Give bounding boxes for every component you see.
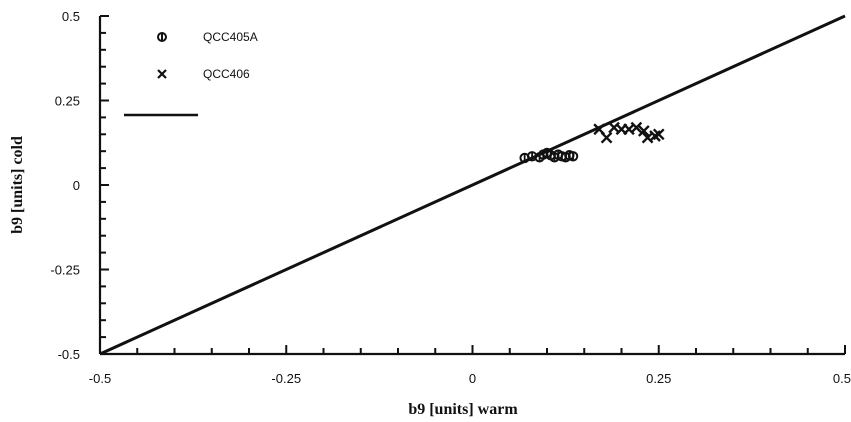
point-qcc406 [600, 131, 613, 144]
identity-line-group [99, 14, 846, 356]
x-tick-label: 0.25 [646, 371, 671, 386]
x-tick-label: -0.25 [271, 371, 301, 386]
legend-label-qcc406: QCC406 [203, 67, 250, 81]
tick-marks [99, 15, 846, 355]
point-qcc405a-circle [567, 151, 579, 162]
point-qcc406-stroke-b [652, 128, 665, 141]
x-tick-label: 0.5 [833, 371, 851, 386]
point-qcc406 [638, 125, 650, 137]
point-qcc406-stroke-b [630, 121, 643, 134]
data-points [519, 121, 665, 164]
point-qcc406 [630, 121, 643, 134]
legend-item-qcc405a: QCC405A [157, 30, 258, 44]
legend-item-qcc406: QCC406 [157, 67, 250, 81]
y-tick-label: -0.25 [50, 263, 80, 278]
x-axis-title: b9 [units] warm [408, 401, 518, 418]
y-tick-label: 0 [73, 178, 80, 193]
y-axis-title: b9 [units] cold [9, 136, 26, 234]
tick-labels: -0.5 -0.25 0 0.25 0.5 -0.5 -0.25 0 0.25 0.5 [50, 9, 851, 386]
point-qcc406-stroke-b [600, 131, 613, 144]
point-qcc406-stroke-b [638, 125, 650, 137]
x-tick-label: -0.5 [89, 371, 111, 386]
y-tick-label: 0.25 [55, 94, 80, 109]
identity-line [99, 14, 846, 356]
legend: QCC405A QCC406 [124, 30, 258, 117]
legend-x-icon-stroke [157, 69, 167, 79]
point-qcc406-stroke-b [623, 123, 635, 136]
point-qcc406-stroke-b [593, 123, 605, 136]
x-tick-label: 0 [469, 371, 476, 386]
point-qcc406-stroke-b [641, 131, 654, 144]
y-tick-label: -0.5 [58, 347, 80, 362]
y-tick-label: 0.5 [62, 9, 80, 24]
point-qcc406 [652, 128, 665, 141]
legend-label-qcc405a: QCC405A [203, 30, 258, 44]
point-qcc405a [567, 151, 579, 162]
